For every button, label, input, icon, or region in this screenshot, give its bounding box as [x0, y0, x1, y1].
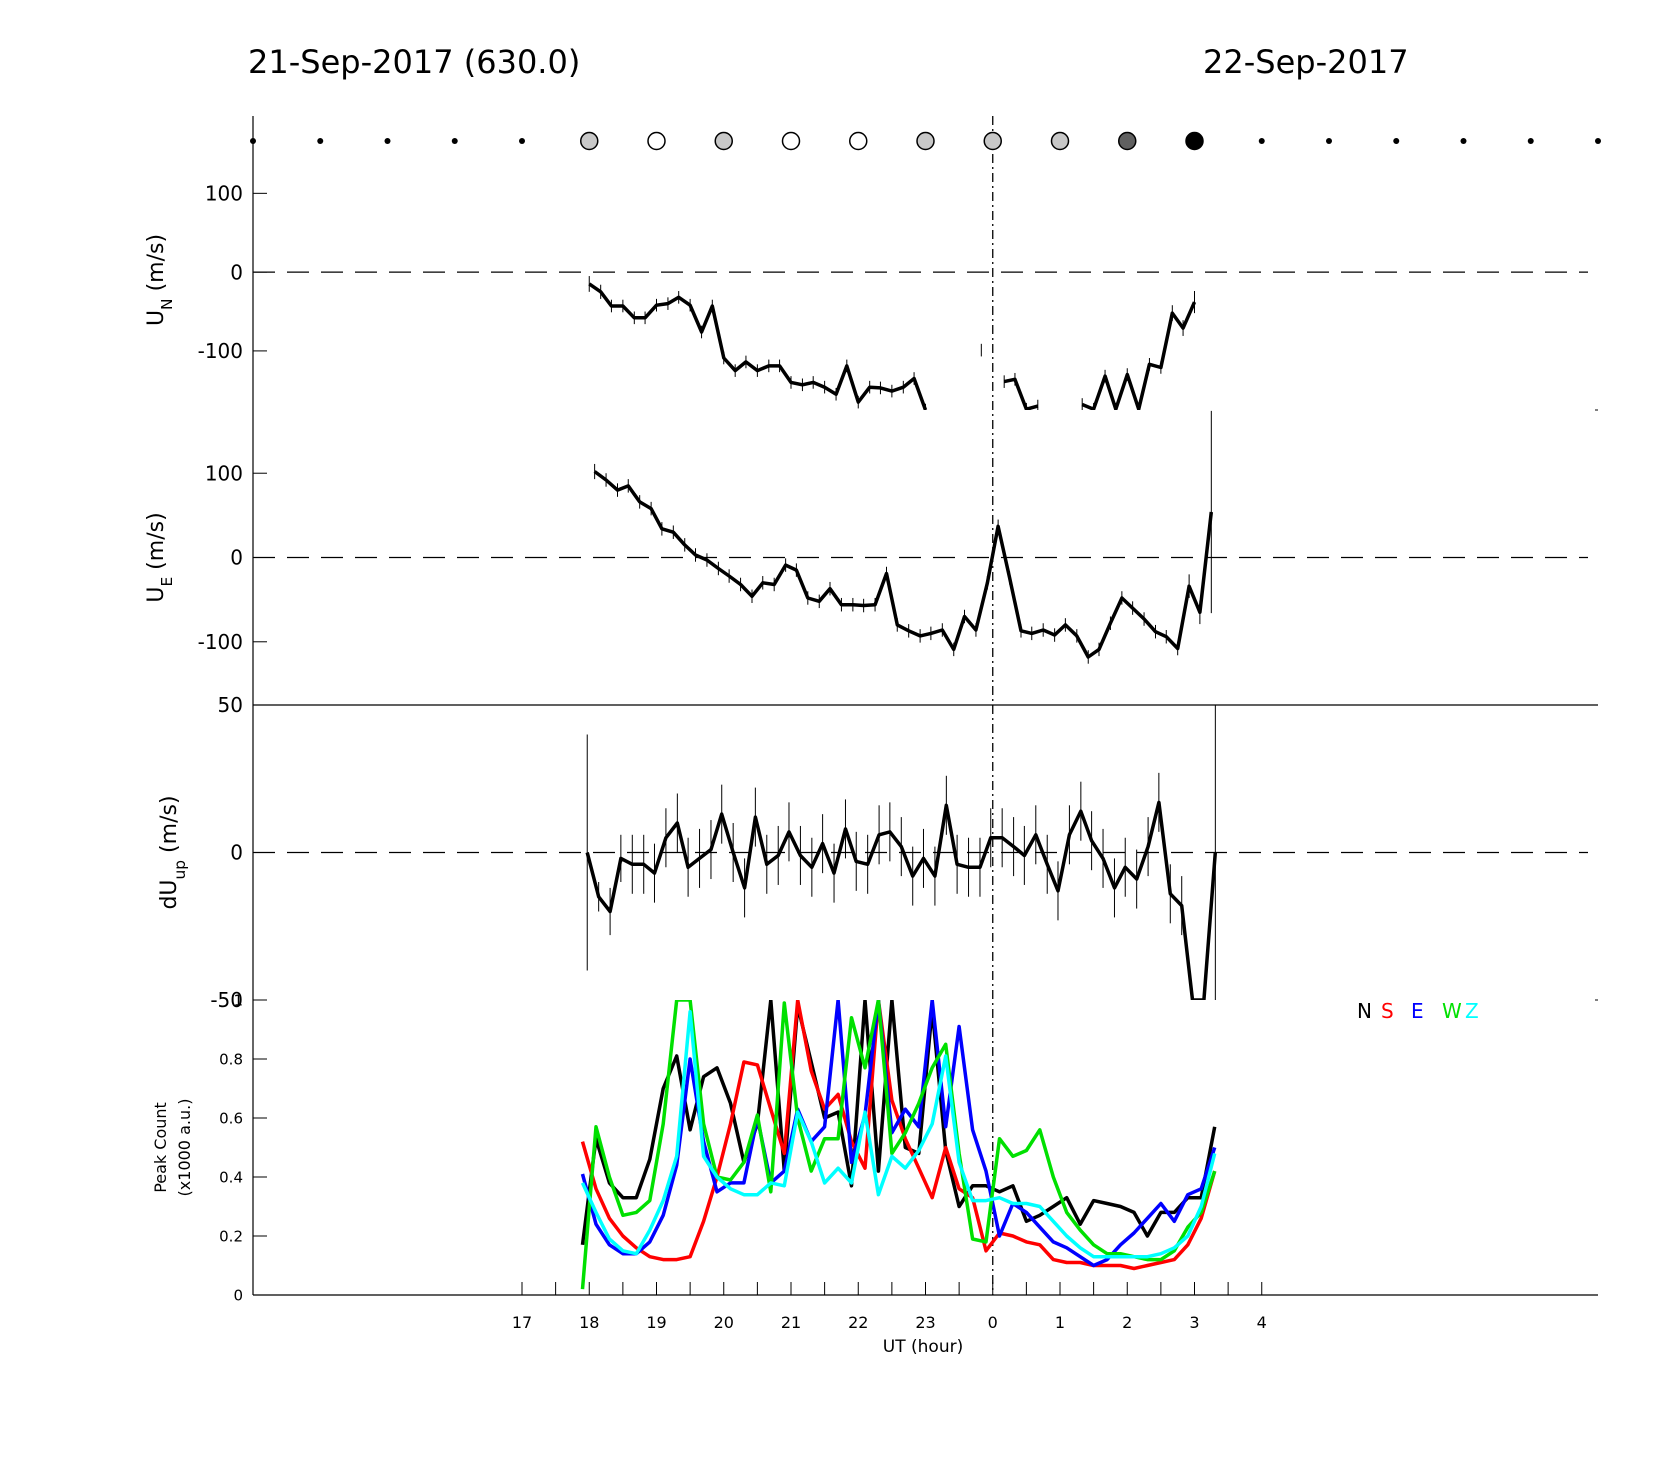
moon-marker-white	[781, 131, 801, 151]
moon-marker-lightgray	[580, 131, 599, 151]
un-ytick-label: -100	[198, 339, 243, 363]
ue-ytick-label: 0	[230, 546, 243, 570]
peak-series-N	[580, 1000, 1217, 1246]
un-ylabel: UN (m/s)	[144, 234, 176, 326]
legend-S: S	[1381, 999, 1394, 1023]
peak-ytick-label: 0.6	[219, 1109, 243, 1127]
un-series-group	[588, 276, 1197, 410]
moon-marker-dot	[1326, 138, 1332, 144]
peak-ytick-label: 0.2	[219, 1227, 243, 1245]
ue-ytick-label: -100	[198, 630, 243, 654]
peak-series-Z	[580, 1010, 1217, 1259]
dup-series-line	[585, 800, 1218, 1000]
ue-ylabel: UE (m/s)	[144, 512, 176, 602]
x-tick-label: 17	[512, 1313, 532, 1332]
legend-E: E	[1411, 999, 1424, 1023]
x-tick-label: 4	[1257, 1313, 1267, 1332]
moon-marker-white	[647, 131, 666, 151]
peak-series-group	[580, 1000, 1217, 1290]
moon-marker-dot	[317, 138, 324, 144]
moon-marker-black	[1185, 131, 1204, 151]
moon-marker-dot	[1460, 138, 1467, 144]
x-tick-label: 21	[781, 1313, 801, 1332]
legend-W: W	[1442, 999, 1462, 1023]
moon-marker-darkgray	[1118, 131, 1137, 151]
moon-marker-lightgray	[714, 131, 733, 151]
x-tick-label: 1	[1055, 1313, 1065, 1332]
x-tick-label: 3	[1189, 1313, 1199, 1332]
moon-marker-dot	[1393, 138, 1400, 144]
peak-series-W	[580, 1000, 1217, 1290]
x-tick-label: 22	[848, 1313, 868, 1332]
dup-ytick-label: 50	[218, 693, 243, 717]
ue-series-group	[593, 410, 1214, 664]
peak-ytick-label: 0.8	[219, 1050, 243, 1068]
left-date-title: 21-Sep-2017 (630.0)	[248, 43, 581, 81]
moon-marker-dot	[519, 138, 525, 144]
moon-marker-lightgray	[916, 131, 935, 151]
moon-marker-white	[849, 131, 868, 151]
x-tick-label: 2	[1122, 1313, 1132, 1332]
x-tick-label: 23	[915, 1313, 935, 1332]
right-date-title: 22-Sep-2017	[1203, 43, 1409, 81]
x-tick-label: 19	[646, 1313, 666, 1332]
x-axis-label: UT (hour)	[883, 1337, 963, 1357]
moon-marker-dot	[451, 138, 458, 144]
un-ytick-label: 100	[205, 182, 243, 206]
dup-ytick-label: 0	[230, 841, 243, 865]
dup-ylabel: dUup (m/s)	[157, 795, 189, 909]
un-series-line	[588, 282, 1197, 410]
peak-ytick-label: 1	[233, 991, 243, 1009]
ue-ytick-label: 100	[205, 461, 243, 485]
ue-series-line	[593, 470, 1214, 659]
un-ytick-label: 0	[230, 260, 243, 284]
moon-marker-dot	[384, 138, 391, 144]
peak-ytick-label: 0.4	[219, 1168, 243, 1186]
x-tick-label: 18	[579, 1313, 599, 1332]
x-tick-label: 20	[714, 1313, 734, 1332]
moon-marker-lightgray	[1050, 131, 1070, 151]
x-tick-label: 0	[988, 1313, 998, 1332]
peak-ylabel-unit: (x1000 a.u.)	[175, 1099, 194, 1197]
moon-marker-dot	[1258, 138, 1265, 144]
dup-series-group	[585, 705, 1218, 1000]
moon-marker-dot	[1527, 138, 1534, 144]
dup-ytick-label: -50	[210, 988, 243, 1012]
moon-marker-lightgray	[983, 131, 1002, 151]
peak-ylabel: Peak Count	[151, 1102, 170, 1193]
moon-marker-dot	[250, 138, 256, 144]
moon-marker-dot	[1595, 138, 1601, 144]
legend-N: N	[1357, 999, 1372, 1023]
peak-ytick-label: 0	[233, 1286, 243, 1304]
legend-Z: Z	[1465, 999, 1479, 1023]
